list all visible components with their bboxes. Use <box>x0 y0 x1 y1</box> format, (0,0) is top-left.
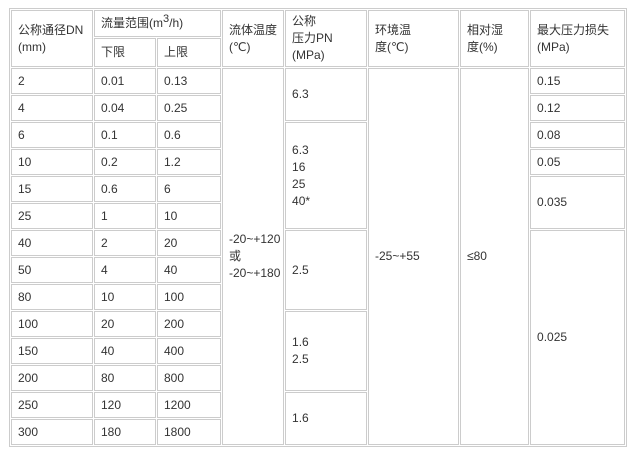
flow-range-label-sup: 3 <box>163 13 170 25</box>
table-row: 10 0.2 1.2 0.05 <box>11 149 626 175</box>
flow-range-label-prefix: 流量范围(m <box>101 16 163 30</box>
cell-flow-upper: 800 <box>157 365 222 391</box>
cell-pressure-loss: 0.025 <box>530 230 626 445</box>
cell-humidity: ≤80 <box>460 68 530 445</box>
cell-flow-lower: 0.01 <box>94 68 156 94</box>
table-row: 100 20 200 1.6 2.5 <box>11 311 625 391</box>
cell-flow-upper: 1800 <box>157 419 222 445</box>
table-row: 80 10 100 <box>11 284 625 310</box>
cell-flow-upper: 0.25 <box>157 95 222 121</box>
col-header-upper-limit: 上限 <box>157 38 222 67</box>
table-row: 2 0.01 0.13 -20~+120 或 -20~+180 6.3 -25~… <box>11 68 626 445</box>
table-row: 150 40 400 <box>11 338 625 364</box>
cell-flow-lower: 40 <box>94 338 156 364</box>
cell-flow-lower: 80 <box>94 365 156 391</box>
cell-pressure: 2.5 <box>285 230 368 310</box>
cell-dn: 150 <box>11 338 93 364</box>
cell-flow-upper: 6 <box>157 176 222 202</box>
cell-flow-upper: 0.13 <box>157 68 222 94</box>
flow-range-label-suffix: /h) <box>169 16 184 30</box>
cell-dn: 6 <box>11 122 93 148</box>
cell-flow-lower: 0.2 <box>94 149 156 175</box>
header-row-2: 下限 上限 <box>11 38 625 67</box>
cell-flow-upper: 0.6 <box>157 122 222 148</box>
table-row: 50 4 40 <box>11 257 625 283</box>
cell-flow-lower: 0.6 <box>94 176 156 202</box>
cell-flow-lower: 180 <box>94 419 156 445</box>
col-header-pressure: 公称 压力PN (MPa) <box>285 10 368 67</box>
cell-flow-lower: 0.1 <box>94 122 156 148</box>
cell-flow-upper: 40 <box>157 257 222 283</box>
cell-dn: 250 <box>11 392 93 418</box>
cell-flow-upper: 20 <box>157 230 222 256</box>
cell-pressure: 6.3 <box>285 68 368 121</box>
header-row-1: 公称通径DN (mm) 流量范围(m3/h) 流体温度 (℃) 公称 压力PN … <box>11 10 626 67</box>
cell-pressure-loss: 0.12 <box>530 95 626 121</box>
col-header-max-loss: 最大压力损失 (MPa) <box>530 10 626 67</box>
table-row: 6 0.1 0.6 6.3 16 25 40* 0.08 <box>11 122 626 229</box>
col-header-humidity: 相对湿 度(%) <box>460 10 530 67</box>
cell-pressure: 1.6 <box>285 392 368 445</box>
cell-dn: 2 <box>11 68 93 94</box>
cell-pressure-loss: 0.08 <box>530 122 626 148</box>
cell-flow-upper: 200 <box>157 311 222 337</box>
cell-pressure: 6.3 16 25 40* <box>285 122 368 229</box>
col-header-ambient-temp: 环境温 度(℃) <box>368 10 460 67</box>
col-header-fluid-temp: 流体温度 (℃) <box>222 10 285 67</box>
cell-flow-lower: 120 <box>94 392 156 418</box>
cell-dn: 100 <box>11 311 93 337</box>
table-row: 40 2 20 2.5 0.025 <box>11 230 626 445</box>
col-header-flow-range: 流量范围(m3/h) <box>94 10 222 37</box>
cell-dn: 15 <box>11 176 93 202</box>
cell-pressure-loss: 0.05 <box>530 149 626 175</box>
table-row: 300 180 1800 <box>11 419 625 445</box>
cell-fluid-temp: -20~+120 或 -20~+180 <box>222 68 285 445</box>
col-header-dn: 公称通径DN (mm) <box>11 10 93 67</box>
cell-dn: 40 <box>11 230 93 256</box>
table-row: 4 0.04 0.25 0.12 <box>11 95 626 121</box>
cell-dn: 10 <box>11 149 93 175</box>
cell-flow-upper: 1.2 <box>157 149 222 175</box>
cell-flow-upper: 1200 <box>157 392 222 418</box>
cell-pressure: 1.6 2.5 <box>285 311 368 391</box>
table-row: 25 1 10 <box>11 203 625 229</box>
cell-flow-upper: 400 <box>157 338 222 364</box>
cell-flow-upper: 10 <box>157 203 222 229</box>
cell-pressure-loss: 0.15 <box>530 68 626 94</box>
cell-dn: 200 <box>11 365 93 391</box>
cell-flow-lower: 20 <box>94 311 156 337</box>
cell-ambient-temp: -25~+55 <box>368 68 460 445</box>
cell-flow-lower: 1 <box>94 203 156 229</box>
spec-table: 公称通径DN (mm) 流量范围(m3/h) 流体温度 (℃) 公称 压力PN … <box>9 8 628 447</box>
table-row: 250 120 1200 1.6 <box>11 392 625 445</box>
table-row: 200 80 800 <box>11 365 625 391</box>
col-header-lower-limit: 下限 <box>94 38 156 67</box>
cell-flow-lower: 10 <box>94 284 156 310</box>
cell-flow-lower: 2 <box>94 230 156 256</box>
cell-dn: 80 <box>11 284 93 310</box>
cell-flow-lower: 4 <box>94 257 156 283</box>
cell-flow-upper: 100 <box>157 284 222 310</box>
cell-dn: 4 <box>11 95 93 121</box>
cell-flow-lower: 0.04 <box>94 95 156 121</box>
cell-dn: 25 <box>11 203 93 229</box>
cell-pressure-loss: 0.035 <box>530 176 626 229</box>
cell-dn: 300 <box>11 419 93 445</box>
table-row: 15 0.6 6 0.035 <box>11 176 626 229</box>
cell-dn: 50 <box>11 257 93 283</box>
